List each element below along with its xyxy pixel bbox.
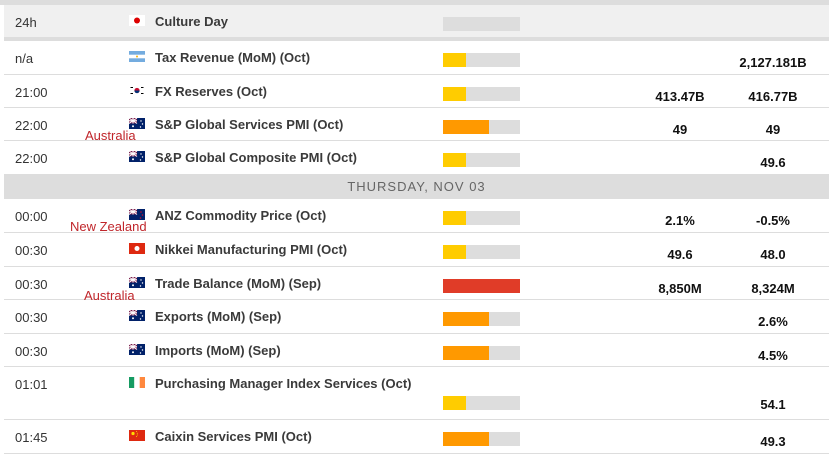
event-time: 22:00 [15,151,48,166]
impact-fill [443,120,489,134]
impact-bar [443,53,520,67]
impact-fill [443,396,466,410]
day-header: THURSDAY, NOV 03 [4,175,829,199]
previous-value: 8,324M [751,281,795,296]
event-name[interactable]: Purchasing Manager Index Services (Oct) [155,376,412,391]
flag-china-icon [129,429,145,441]
annotation-label: Australia [85,128,136,143]
flag-hong-kong-icon [129,242,145,254]
event-row[interactable]: 24h Culture Day [4,5,829,41]
impact-fill [443,211,466,225]
impact-fill [443,53,466,67]
event-time: 01:01 [15,377,48,392]
impact-bar [443,17,520,31]
event-time: 00:30 [15,310,48,325]
event-row[interactable]: 00:30 Imports (MoM) (Sep) 4.5% [4,334,829,367]
event-time: 22:00 [15,118,48,133]
actual-value: 2.1% [665,213,695,228]
event-time: 21:00 [15,85,48,100]
previous-value: 48.0 [760,247,786,262]
flag-japan-icon [129,14,145,26]
event-name[interactable]: Imports (MoM) (Sep) [155,343,281,358]
event-name[interactable]: Caixin Services PMI (Oct) [155,429,312,444]
event-row[interactable]: 00:00 ANZ Commodity Price (Oct) 2.1% -0.… [4,199,829,233]
top-divider [0,0,829,5]
previous-value: 416.77B [748,89,798,104]
event-time: 24h [15,15,37,30]
event-name[interactable]: FX Reserves (Oct) [155,84,267,99]
annotation-label: Australia [84,288,135,303]
previous-value: 49 [765,122,781,137]
actual-value: 49 [672,122,688,137]
event-time: n/a [15,51,34,66]
impact-bar [443,279,520,293]
event-time: 01:45 [15,430,48,445]
event-time: 00:30 [15,277,48,292]
impact-fill [443,279,520,293]
previous-value: 49.3 [760,434,786,449]
event-row[interactable]: 22:00 S&P Global Composite PMI (Oct) 49.… [4,141,829,175]
impact-fill [443,245,466,259]
previous-value: 2,127.181B [739,55,807,70]
actual-value: 8,850M [658,281,702,296]
event-name[interactable]: ANZ Commodity Price (Oct) [155,208,327,223]
event-row[interactable]: 21:00 FX Reserves (Oct) 413.47B 416.77B [4,75,829,108]
impact-bar [443,396,520,410]
flag-ireland-icon [129,376,145,388]
impact-fill [443,87,466,101]
flag-australia-icon [128,343,145,355]
previous-value: 49.6 [760,155,786,170]
impact-fill [443,432,489,446]
impact-bar [443,87,520,101]
event-row[interactable]: 00:30 Exports (MoM) (Sep) 2.6% [4,300,829,334]
event-name[interactable]: Exports (MoM) (Sep) [155,309,282,324]
flag-australia-icon [128,117,145,129]
flag-south-korea-icon [129,84,145,96]
previous-value: 2.6% [758,314,788,329]
event-name[interactable]: Nikkei Manufacturing PMI (Oct) [155,242,348,257]
impact-fill [443,346,489,360]
impact-bar [443,432,520,446]
event-time: 00:00 [15,209,48,224]
event-time: 00:30 [15,243,48,258]
previous-value: 54.1 [760,397,786,412]
flag-argentina-icon [129,50,145,62]
impact-bar [443,120,520,134]
event-name[interactable]: Trade Balance (MoM) (Sep) [155,276,322,291]
impact-fill [443,153,466,167]
event-row[interactable]: 00:30 Nikkei Manufacturing PMI (Oct) 49.… [4,233,829,267]
event-row[interactable]: 00:30 Trade Balance (MoM) (Sep) 8,850M 8… [4,267,829,300]
annotation-label: New Zealand [70,219,147,234]
impact-bar [443,312,520,326]
flag-australia-icon [128,309,145,321]
impact-bar [443,245,520,259]
previous-value: 4.5% [758,348,788,363]
previous-value: -0.5% [756,213,790,228]
event-row[interactable]: 22:00 S&P Global Services PMI (Oct) 49 4… [4,108,829,141]
impact-bar [443,211,520,225]
event-name[interactable]: Tax Revenue (MoM) (Oct) [155,50,311,65]
flag-australia-icon [128,276,145,288]
event-row[interactable]: 01:45 Caixin Services PMI (Oct) 49.3 [4,420,829,454]
event-name[interactable]: Culture Day [155,14,228,29]
flag-australia-icon [128,150,145,162]
event-name[interactable]: S&P Global Composite PMI (Oct) [155,150,358,165]
actual-value: 413.47B [655,89,705,104]
impact-bar [443,346,520,360]
event-name[interactable]: S&P Global Services PMI (Oct) [155,117,344,132]
actual-value: 49.6 [667,247,693,262]
event-time: 00:30 [15,344,48,359]
event-row[interactable]: n/a Tax Revenue (MoM) (Oct) 2,127.181B [4,41,829,75]
impact-fill [443,312,489,326]
impact-bar [443,153,520,167]
flag-new-zealand-icon [128,208,145,220]
event-row[interactable]: 01:01 Purchasing Manager Index Services … [4,367,829,420]
